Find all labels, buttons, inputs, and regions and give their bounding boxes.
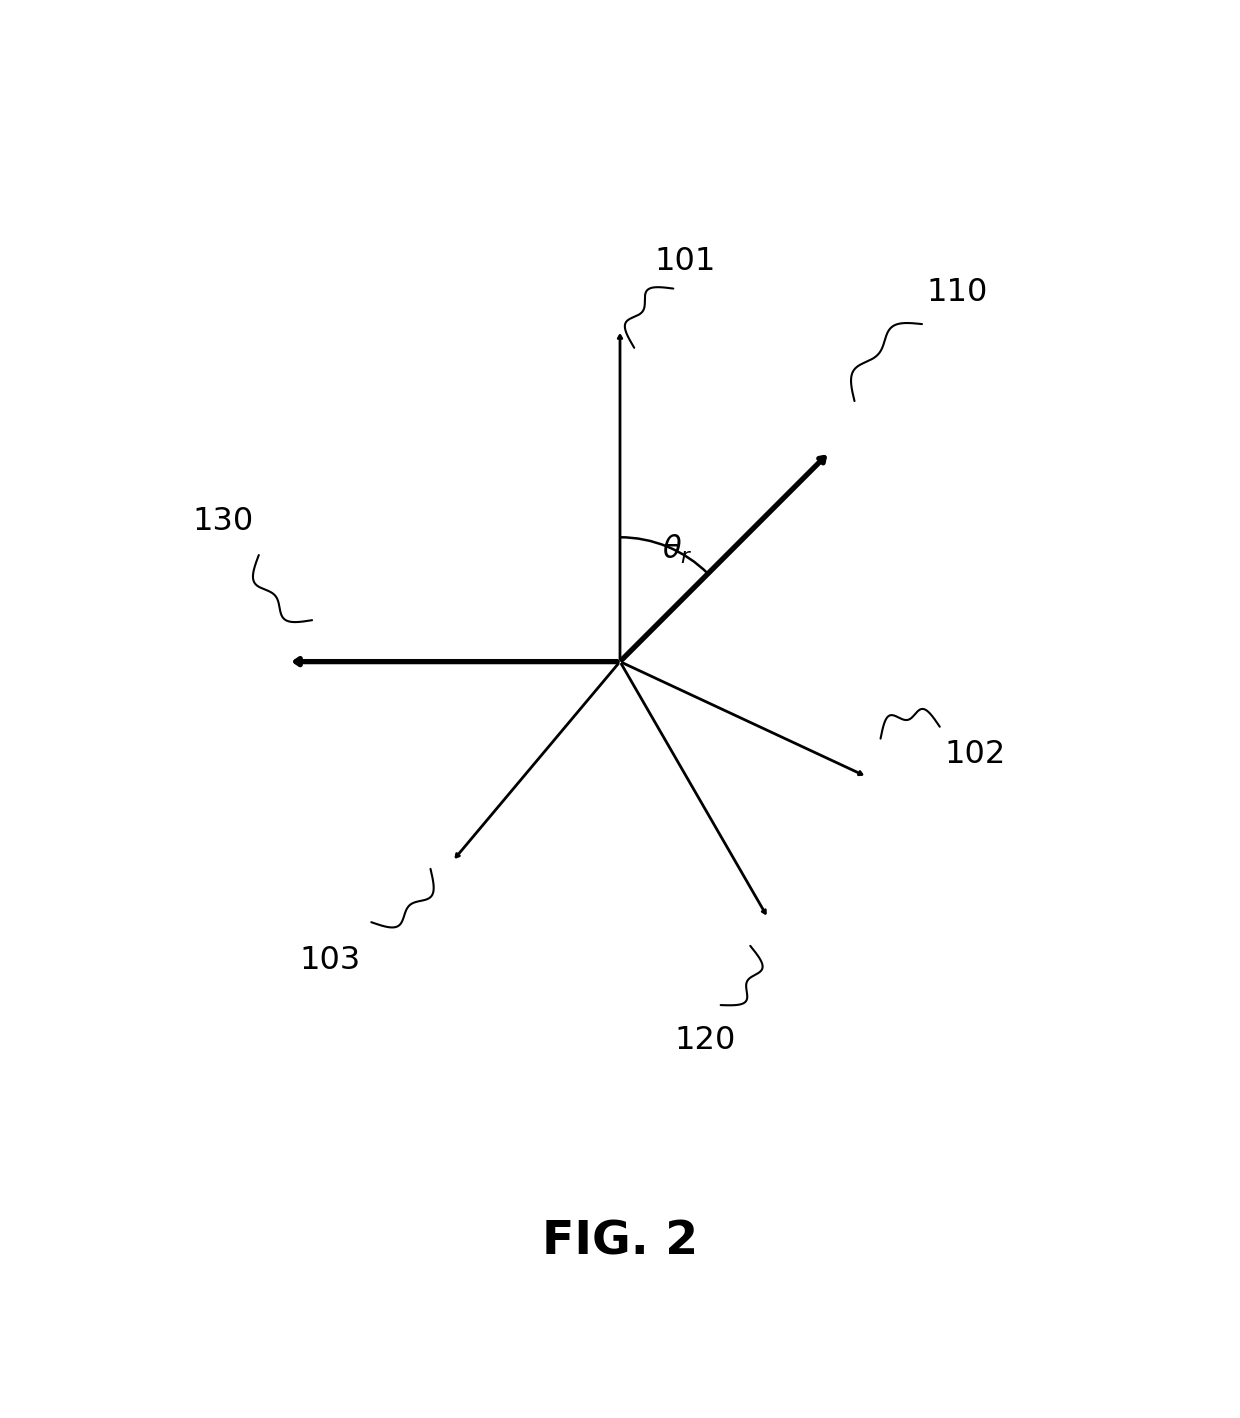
- Text: 130: 130: [192, 506, 254, 537]
- Text: 103: 103: [299, 944, 361, 976]
- Text: 102: 102: [945, 739, 1006, 770]
- Text: $\theta_r$: $\theta_r$: [662, 533, 692, 566]
- Text: 110: 110: [926, 277, 988, 308]
- Text: 101: 101: [655, 245, 715, 277]
- Text: 120: 120: [675, 1025, 737, 1056]
- Text: FIG. 2: FIG. 2: [542, 1219, 698, 1265]
